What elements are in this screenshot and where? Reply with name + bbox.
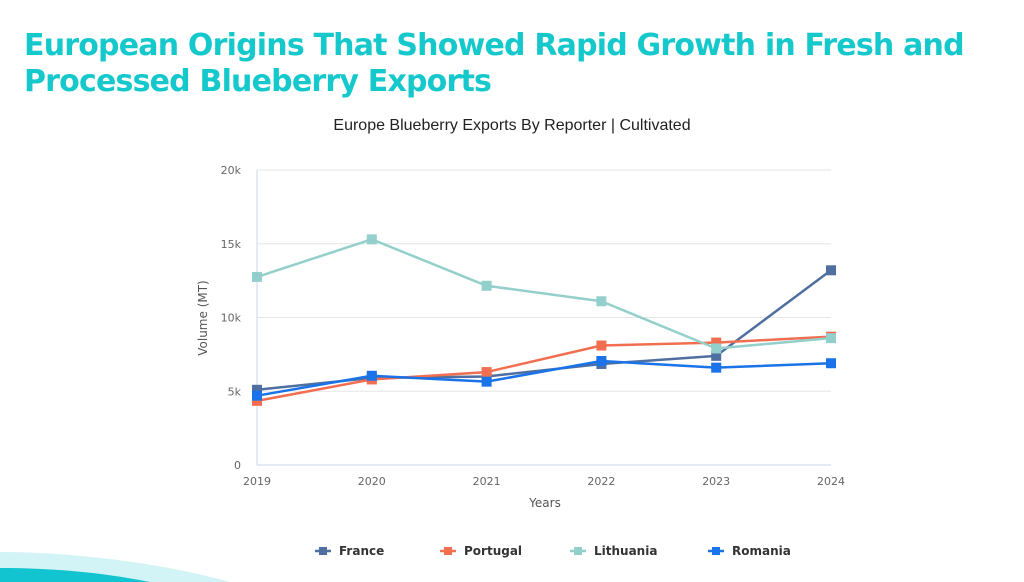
- x-tick-label: 2023: [702, 475, 730, 488]
- axes: [256, 170, 831, 466]
- legend-item-france: France: [315, 544, 384, 558]
- data-point: [711, 337, 722, 348]
- series-portugal: [252, 331, 836, 406]
- legend-label: Romania: [732, 544, 791, 558]
- series-romania: [252, 356, 836, 401]
- decorative-wave: [0, 552, 230, 582]
- legend-label: Portugal: [464, 544, 522, 558]
- data-point: [252, 384, 262, 395]
- y-axis-ticks: 0 5k 10k 15k 20k: [221, 164, 242, 472]
- legend-marker: [319, 547, 327, 555]
- series-lithuania: [252, 234, 836, 354]
- y-axis-title: Volume (MT): [196, 280, 210, 356]
- legend: France Portugal Lithuania Romania: [315, 544, 791, 558]
- legend-item-lithuania: Lithuania: [570, 544, 657, 558]
- y-tick-label: 10k: [221, 312, 242, 325]
- data-point: [826, 265, 836, 276]
- page-title: European Origins That Showed Rapid Growt…: [24, 28, 965, 99]
- series-line: [256, 359, 832, 397]
- series-line: [256, 335, 832, 403]
- series-line: [256, 238, 832, 350]
- x-axis-title: Years: [528, 496, 561, 510]
- data-point: [252, 390, 262, 401]
- data-point: [711, 362, 722, 373]
- legend-marker: [444, 547, 452, 555]
- y-tick-label: 5k: [228, 385, 242, 398]
- data-point: [826, 358, 836, 369]
- data-point: [252, 271, 262, 282]
- legend-label: Lithuania: [594, 544, 657, 558]
- data-point: [481, 376, 492, 387]
- wave-dark: [0, 568, 150, 582]
- data-point: [711, 350, 722, 361]
- data-point: [596, 296, 607, 307]
- x-tick-label: 2024: [817, 475, 845, 488]
- chart-title: Europe Blueberry Exports By Reporter | C…: [333, 117, 691, 134]
- series-group: [252, 234, 836, 406]
- data-point: [366, 234, 377, 245]
- legend-item-romania: Romania: [708, 544, 791, 558]
- x-tick-label: 2020: [358, 475, 386, 488]
- series-france: [252, 265, 836, 395]
- x-axis-ticks: 2019 2020 2021 2022 2023 2024: [243, 475, 845, 488]
- data-point: [481, 280, 492, 291]
- y-tick-label: 0: [234, 459, 241, 472]
- data-point: [596, 340, 607, 351]
- data-point: [366, 370, 377, 381]
- data-point: [481, 367, 492, 378]
- data-point: [252, 395, 262, 406]
- y-tick-label: 20k: [221, 164, 242, 177]
- x-tick-label: 2019: [243, 475, 271, 488]
- legend-marker: [574, 547, 582, 555]
- y-tick-label: 15k: [221, 238, 242, 251]
- grid-lines: [257, 169, 831, 392]
- data-point: [711, 343, 722, 354]
- x-tick-label: 2021: [473, 475, 501, 488]
- data-point: [596, 356, 607, 367]
- data-point: [826, 333, 836, 344]
- legend-item-portugal: Portugal: [440, 544, 522, 558]
- x-tick-label: 2022: [587, 475, 615, 488]
- legend-marker: [712, 547, 720, 555]
- legend-label: France: [339, 544, 384, 558]
